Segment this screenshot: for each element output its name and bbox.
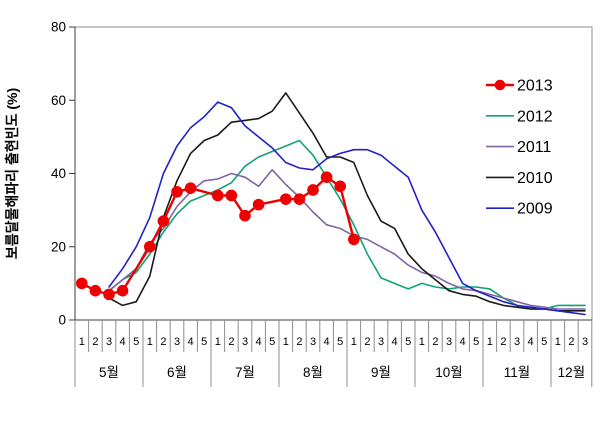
week-label: 3 [378, 336, 384, 348]
week-label: 5 [473, 336, 479, 348]
week-label: 1 [283, 336, 289, 348]
week-label: 1 [487, 336, 493, 348]
data-point-2013 [212, 189, 224, 202]
week-label: 2 [432, 336, 438, 348]
data-point-2013 [293, 193, 306, 205]
data-point-2013 [116, 284, 129, 297]
week-label: 4 [528, 336, 534, 348]
week-label: 1 [419, 336, 425, 348]
week-label: 1 [555, 336, 561, 348]
week-label: 1 [79, 336, 85, 348]
week-label: 5 [541, 336, 547, 348]
data-point-2013 [334, 180, 347, 193]
data-point-2013 [239, 209, 251, 222]
week-label: 1 [147, 336, 153, 348]
data-point-2013 [103, 288, 115, 301]
data-point-2013 [320, 171, 333, 183]
series-line-2012 [108, 139, 586, 310]
week-label: 1 [351, 336, 357, 348]
legend-label-2009: 2009 [517, 201, 553, 218]
y-tick-label: 0 [58, 313, 66, 328]
month-label: 6월 [167, 365, 187, 380]
data-point-2013 [171, 186, 183, 198]
y-tick-label: 20 [51, 239, 66, 254]
week-label: 4 [188, 336, 194, 348]
week-label: 4 [324, 336, 330, 348]
week-label: 3 [514, 336, 520, 348]
week-label: 2 [568, 336, 574, 348]
week-label: 4 [460, 336, 466, 348]
data-point-2013 [144, 240, 156, 253]
month-label: 10월 [435, 365, 462, 380]
y-axis-title: 보름달물해파리 출현빈도 (%) [4, 88, 20, 259]
week-label: 3 [106, 336, 112, 348]
week-label: 5 [269, 336, 275, 348]
week-label: 5 [405, 336, 411, 348]
week-label: 2 [364, 336, 370, 348]
month-label: 8월 [303, 365, 323, 380]
month-label: 9월 [371, 365, 391, 380]
data-point-2013 [252, 198, 265, 211]
series-line-2011 [108, 169, 586, 310]
y-tick-label: 60 [51, 93, 66, 108]
legend-label-2011: 2011 [517, 139, 552, 156]
week-label: 3 [310, 336, 316, 348]
week-label: 5 [201, 336, 207, 348]
week-label: 3 [242, 336, 248, 348]
week-label: 4 [392, 336, 398, 348]
week-label: 4 [120, 336, 126, 348]
legend-label-2012: 2012 [517, 108, 553, 125]
legend-label-2010: 2010 [517, 170, 553, 187]
data-point-2013 [225, 189, 238, 202]
week-label: 2 [296, 336, 302, 348]
plot-border [74, 26, 593, 321]
data-point-2013 [89, 284, 102, 297]
legend-marker-2013 [494, 79, 506, 91]
data-point-2013 [280, 193, 292, 205]
week-label: 5 [337, 336, 343, 348]
series-line-2010 [108, 92, 586, 312]
data-point-2013 [157, 215, 170, 227]
week-label: 3 [582, 336, 588, 348]
week-label: 3 [174, 336, 180, 348]
data-point-2013 [348, 233, 360, 246]
week-label: 4 [256, 336, 262, 348]
legend-label-2013: 2013 [517, 78, 553, 95]
month-label: 5월 [99, 365, 119, 380]
month-label: 11월 [504, 365, 530, 380]
week-label: 2 [500, 336, 506, 348]
week-label: 1 [215, 336, 221, 348]
series-line-2009 [108, 101, 586, 316]
week-label: 2 [228, 336, 234, 348]
month-label: 12월 [558, 365, 585, 380]
data-point-2013 [76, 277, 88, 290]
data-point-2013 [184, 182, 197, 194]
month-label: 7월 [235, 365, 255, 380]
y-tick-label: 40 [51, 166, 66, 181]
data-point-2013 [307, 184, 319, 196]
week-label: 5 [133, 336, 139, 348]
y-tick-label: 80 [51, 20, 66, 35]
week-label: 3 [446, 336, 452, 348]
week-label: 2 [92, 336, 98, 348]
week-label: 2 [160, 336, 166, 348]
